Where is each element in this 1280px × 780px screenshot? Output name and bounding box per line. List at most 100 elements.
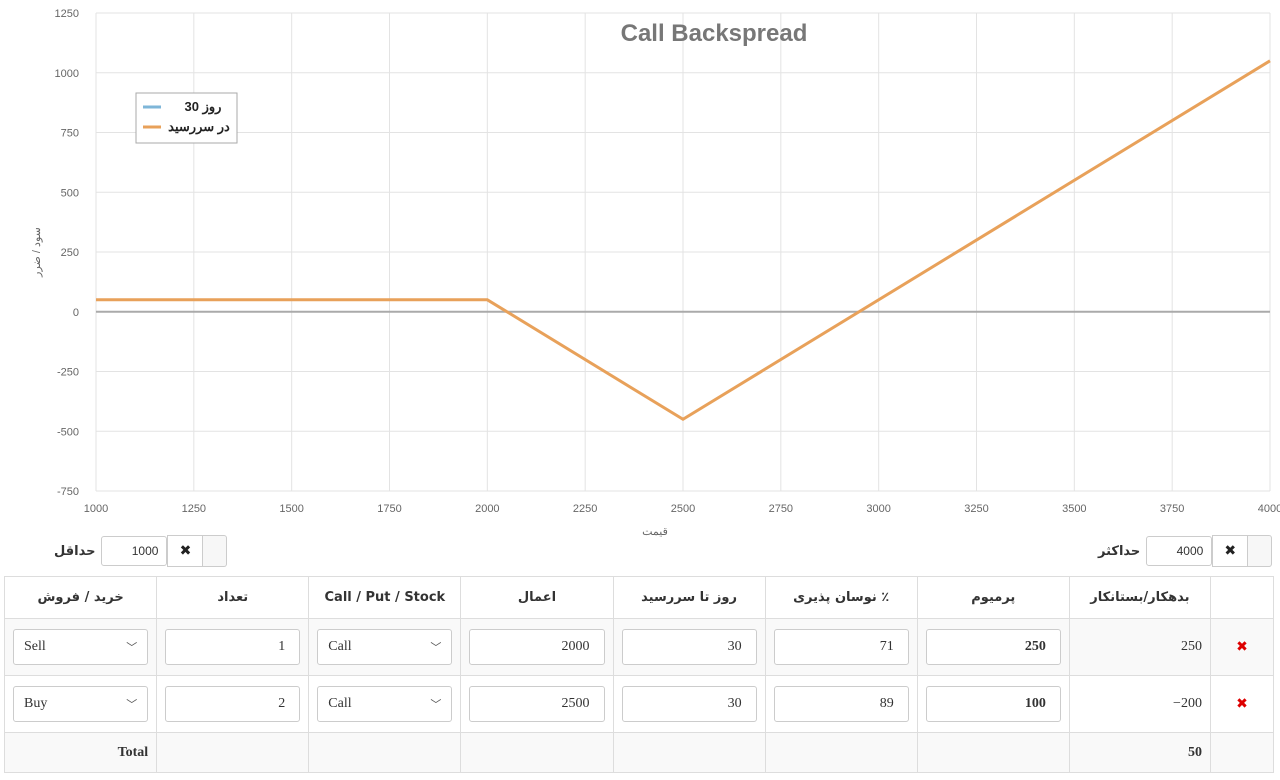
chevron-down-icon: ﹀ bbox=[126, 699, 138, 711]
option-type-value: Call bbox=[328, 696, 352, 711]
debit-credit-cell: 250 bbox=[1068, 618, 1211, 676]
delete-row-button[interactable]: ✖ bbox=[1209, 618, 1275, 676]
x-tick-label: 3000 bbox=[866, 503, 890, 515]
header-premium: پرمیوم bbox=[916, 576, 1070, 619]
header-side: خرید / فروش bbox=[3, 576, 158, 619]
clear-min-button[interactable]: ✖ bbox=[167, 535, 204, 567]
delete-row-button[interactable]: ✖ bbox=[1209, 675, 1275, 733]
option-legs-table: بدهکار/بستانکار پرمیوم ٪ نوسان پذیری روز… bbox=[3, 576, 1275, 773]
type-cell: Call ﹀ bbox=[308, 618, 462, 676]
close-icon: ✖ bbox=[179, 543, 192, 559]
quantity-input[interactable]: 2 bbox=[165, 686, 301, 722]
total-empty-cell bbox=[916, 732, 1070, 773]
clear-max-button[interactable]: ✖ bbox=[1212, 535, 1249, 567]
option-type-value: Call bbox=[328, 639, 352, 654]
debit-credit-cell: −200 bbox=[1068, 675, 1211, 733]
y-tick-label: 750 bbox=[61, 128, 79, 140]
premium-cell: 100 bbox=[916, 675, 1070, 733]
header-debit-credit: بدهکار/بستانکار bbox=[1068, 576, 1211, 619]
total-empty-cell bbox=[156, 732, 310, 773]
x-tick-label: 3750 bbox=[1160, 503, 1184, 515]
quantity-input[interactable]: 1 bbox=[165, 629, 301, 665]
chart-grid bbox=[95, 12, 1271, 492]
total-row: 50 Total bbox=[3, 732, 1275, 773]
side-select[interactable]: Sell ﹀ bbox=[13, 629, 149, 665]
total-label: Total bbox=[3, 732, 158, 773]
x-tick-label: 3500 bbox=[1062, 503, 1086, 515]
total-empty-cell bbox=[1209, 732, 1275, 773]
side-select[interactable]: Buy ﹀ bbox=[13, 686, 149, 722]
max-price-input[interactable] bbox=[1146, 536, 1213, 566]
min-label: حداقل bbox=[54, 543, 96, 559]
y-tick-label: 250 bbox=[61, 247, 79, 259]
header-days-to-expiry: روز تا سررسید bbox=[612, 576, 766, 619]
x-tick-label: 2500 bbox=[671, 503, 695, 515]
y-tick-label: 500 bbox=[61, 187, 79, 199]
header-strike: اعمال bbox=[460, 576, 614, 619]
premium-input[interactable]: 100 bbox=[925, 686, 1061, 722]
total-empty-cell bbox=[460, 732, 614, 773]
min-extra-button[interactable] bbox=[203, 535, 228, 567]
header-actions bbox=[1209, 576, 1275, 619]
y-axis-label: سود / ضرر bbox=[31, 227, 43, 278]
days-input[interactable]: 30 bbox=[621, 629, 757, 665]
x-axis-label: قیمت bbox=[642, 526, 668, 538]
option-type-select[interactable]: Call ﹀ bbox=[317, 629, 453, 665]
x-tick-label: 3250 bbox=[964, 503, 988, 515]
side-value: Buy bbox=[24, 696, 48, 711]
option-type-select[interactable]: Call ﹀ bbox=[317, 686, 453, 722]
chart-title: Call Backspread bbox=[621, 20, 808, 47]
days-input[interactable]: 30 bbox=[621, 686, 757, 722]
side-cell: Sell ﹀ bbox=[3, 618, 158, 676]
type-cell: Call ﹀ bbox=[308, 675, 462, 733]
delete-icon: ✖ bbox=[1236, 696, 1248, 712]
legend-box bbox=[135, 92, 238, 144]
chevron-down-icon: ﹀ bbox=[430, 642, 442, 654]
volatility-cell: 89 bbox=[764, 675, 918, 733]
x-tick-label: 1500 bbox=[279, 503, 303, 515]
premium-cell: 250 bbox=[916, 618, 1070, 676]
chevron-down-icon: ﹀ bbox=[430, 699, 442, 711]
x-tick-label: 1750 bbox=[377, 503, 401, 515]
quantity-cell: 1 bbox=[156, 618, 310, 676]
series-line-1 bbox=[96, 59, 1271, 422]
max-extra-button[interactable] bbox=[1248, 535, 1273, 567]
volatility-cell: 71 bbox=[764, 618, 918, 676]
strike-input[interactable]: 2000 bbox=[469, 629, 605, 665]
days-cell: 30 bbox=[612, 618, 766, 676]
total-empty-cell bbox=[764, 732, 918, 773]
days-cell: 30 bbox=[612, 675, 766, 733]
total-empty-cell bbox=[612, 732, 766, 773]
x-axis-ticks: 1000 1250 1500 1750 2000 2250 2500 2750 3000 3250… bbox=[84, 503, 1280, 515]
quantity-cell: 2 bbox=[156, 675, 310, 733]
volatility-input[interactable]: 89 bbox=[773, 686, 909, 722]
y-tick-label: 1250 bbox=[55, 8, 79, 20]
volatility-input[interactable]: 71 bbox=[773, 629, 909, 665]
x-tick-label: 1000 bbox=[84, 503, 108, 515]
total-empty-cell bbox=[308, 732, 462, 773]
min-control: حداقل ✖ bbox=[48, 535, 228, 567]
delete-icon: ✖ bbox=[1236, 639, 1248, 655]
y-tick-label: -250 bbox=[57, 367, 79, 379]
side-value: Sell bbox=[24, 639, 46, 654]
header-volatility: ٪ نوسان پذیری bbox=[764, 576, 918, 619]
table-row: ✖ −200 100 89 30 2500 Call ﹀ 2 Buy ﹀ bbox=[3, 675, 1275, 733]
min-price-input[interactable] bbox=[101, 536, 168, 566]
close-icon: ✖ bbox=[1224, 543, 1237, 559]
chart-legend: 30 روز در سررسید bbox=[135, 92, 238, 144]
x-tick-label: 4000 bbox=[1258, 503, 1280, 515]
y-tick-label: -500 bbox=[57, 426, 79, 438]
y-axis-ticks: 1250 1000 750 500 250 0 -250 -500 -750 bbox=[55, 8, 79, 498]
header-option-type: Call / Put / Stock bbox=[308, 576, 462, 619]
x-tick-label: 2000 bbox=[475, 503, 499, 515]
legend-label-30-day: 30 روز bbox=[185, 99, 222, 115]
y-tick-label: 0 bbox=[73, 307, 79, 319]
premium-input[interactable]: 250 bbox=[925, 629, 1061, 665]
y-tick-label: -750 bbox=[57, 486, 79, 498]
header-quantity: تعداد bbox=[156, 576, 310, 619]
strike-input[interactable]: 2500 bbox=[469, 686, 605, 722]
table-row: ✖ 250 250 71 30 2000 Call ﹀ 1 Sell ﹀ bbox=[3, 618, 1275, 676]
x-tick-label: 1250 bbox=[182, 503, 206, 515]
max-label: حداکثر bbox=[1098, 543, 1141, 559]
